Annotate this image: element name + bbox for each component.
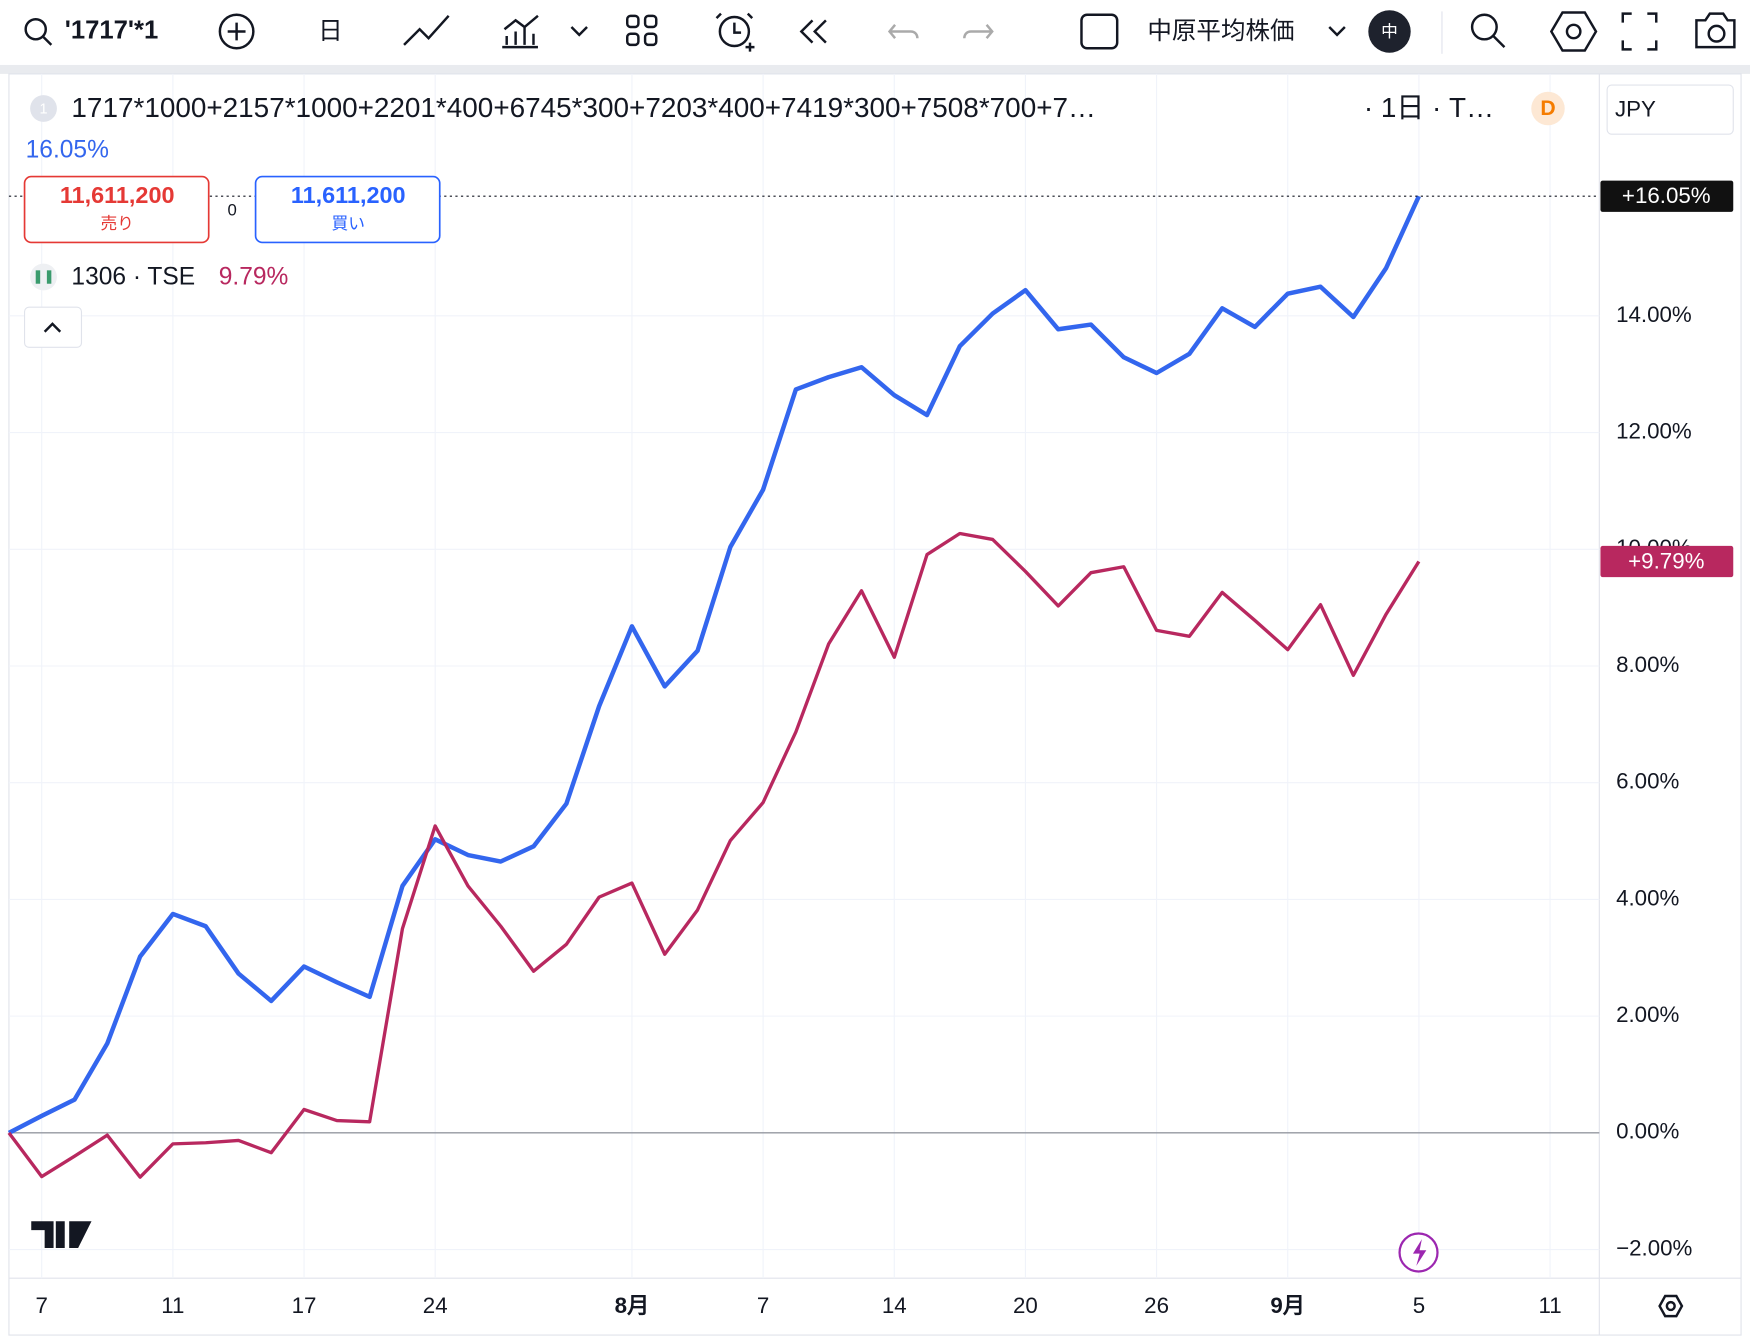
x-tick-label: 11 <box>161 1293 184 1318</box>
index-name[interactable]: 中原平均株価 <box>1147 17 1294 45</box>
x-tick-label: 5 <box>1413 1293 1425 1318</box>
chart-frame <box>8 73 1742 1336</box>
series-line <box>7 195 1421 1135</box>
avatar[interactable] <box>1368 10 1411 53</box>
icon <box>1412 1239 1427 1266</box>
x-tick-label: 24 <box>423 1293 448 1318</box>
last-value-badge <box>1600 545 1734 578</box>
sell-button[interactable] <box>23 175 210 244</box>
interval-suffix: · 1日 · T… <box>1364 92 1494 123</box>
quick-search[interactable] <box>1470 13 1498 41</box>
replay[interactable] <box>799 19 827 44</box>
layout[interactable] <box>626 14 640 29</box>
x-tick-label: 8月 <box>615 1293 650 1318</box>
icon <box>1707 24 1726 43</box>
axis-settings[interactable] <box>1658 1294 1684 1318</box>
y-tick-label: 4.00% <box>1616 885 1679 910</box>
icon <box>1565 23 1582 40</box>
fullscreen[interactable] <box>1621 12 1658 51</box>
x-tick-label: 7 <box>36 1293 48 1318</box>
icon <box>1665 1300 1676 1312</box>
y-tick-label: 2.00% <box>1616 1002 1679 1027</box>
layout <box>643 14 658 29</box>
delay-badge[interactable]: D <box>1540 97 1555 120</box>
interval-button[interactable]: 日 <box>318 18 343 45</box>
y-tick-label: 8.00% <box>1616 652 1679 677</box>
icon <box>715 12 755 52</box>
currency: JPY <box>1615 97 1656 122</box>
layout <box>643 32 658 47</box>
buy-button[interactable] <box>254 175 441 244</box>
x-tick-label: 14 <box>882 1293 907 1318</box>
icon <box>227 22 246 41</box>
icon <box>35 270 41 284</box>
alert[interactable] <box>718 15 751 48</box>
legend: 1 1717*1000+2157*1000+2201*400+6745*300+… <box>23 84 1734 348</box>
settings[interactable] <box>1549 11 1598 52</box>
last-value-label: +16.05% <box>1622 183 1711 208</box>
x-tick-label: 20 <box>1013 1293 1038 1318</box>
y-tick-label: 14.00% <box>1616 302 1692 327</box>
main-series-name: 1717*1000+2157*1000+2201*400+6745*300+72… <box>71 92 1095 123</box>
y-tick-label: 6.00% <box>1616 769 1679 794</box>
compare-icon <box>30 263 57 291</box>
pane-number-bg <box>30 95 57 122</box>
compare-series-name: 1306 · TSE <box>71 264 195 291</box>
collapse-button[interactable] <box>23 306 83 348</box>
x-tick-label: 11 <box>1538 1293 1561 1318</box>
y-tick-label: 0.00% <box>1616 1119 1679 1144</box>
pane-number: 1 <box>39 101 47 117</box>
last-value-badge <box>1600 180 1734 212</box>
icon <box>1492 35 1506 48</box>
logo <box>31 1221 92 1249</box>
x-tick-label: 9月 <box>1270 1293 1305 1318</box>
icon <box>46 270 52 284</box>
plot: 7 11 17 24 8月 7 14 20 26 9月 5 11 −2.00% 0.00% 2.00% 4.0… <box>7 73 1734 1318</box>
spread: 0 <box>227 201 236 220</box>
badge-bg <box>1531 91 1565 126</box>
sell-label: 売り <box>100 214 133 233</box>
last-value-label: +9.79% <box>1628 549 1704 574</box>
x-tick-label: 7 <box>757 1293 769 1318</box>
toolbar-separator <box>0 64 1750 74</box>
avatar-text: 中 <box>1381 22 1398 41</box>
logo-mark <box>31 1221 92 1249</box>
checkbox[interactable] <box>1080 13 1119 50</box>
y-tick-label: −2.00% <box>1616 1235 1692 1260</box>
currency-box[interactable] <box>1606 84 1734 135</box>
main-value: 16.05% <box>26 136 109 163</box>
dropdown[interactable] <box>1328 26 1346 37</box>
snapshot[interactable] <box>1695 12 1736 49</box>
x-tick-label: 17 <box>292 1293 317 1318</box>
icon <box>43 322 62 333</box>
y-tick-label: 12.00% <box>1616 418 1692 443</box>
layout <box>626 32 640 47</box>
search-icon[interactable] <box>24 17 47 41</box>
dropdown[interactable] <box>570 26 588 37</box>
compare-value: 9.79% <box>219 264 289 291</box>
redo[interactable] <box>963 24 994 39</box>
undo[interactable] <box>887 24 919 39</box>
series-line <box>7 531 1421 1179</box>
symbol[interactable]: '1717'*1 <box>65 16 159 44</box>
add-symbol[interactable] <box>218 13 255 50</box>
search-icon <box>42 36 53 46</box>
buy-label: 買い <box>331 214 364 233</box>
toolbar: '1717'*1 日 中原平均株価 中 <box>0 10 1750 74</box>
buy-price: 11,611,200 <box>291 182 406 208</box>
sell-price: 11,611,200 <box>60 182 175 208</box>
x-tick-label: 26 <box>1144 1293 1169 1318</box>
indicators[interactable] <box>502 14 539 49</box>
chart-type[interactable] <box>403 15 450 46</box>
